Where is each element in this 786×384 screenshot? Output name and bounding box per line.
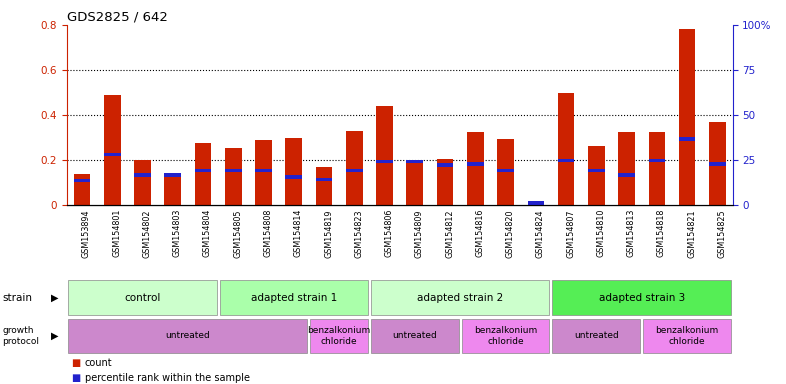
Bar [134, 161, 151, 205]
Text: count: count [85, 358, 112, 368]
Text: ▶: ▶ [51, 331, 59, 341]
Bar [553, 280, 731, 315]
Bar [195, 169, 211, 172]
Bar [467, 162, 483, 166]
Bar [679, 30, 696, 205]
Bar [255, 140, 272, 205]
Text: adapted strain 2: adapted strain 2 [417, 293, 503, 303]
Text: GSM154806: GSM154806 [384, 209, 394, 257]
Text: GSM154809: GSM154809 [415, 209, 424, 258]
Bar [195, 143, 211, 205]
Bar [346, 131, 362, 205]
Text: GSM154807: GSM154807 [566, 209, 575, 258]
Bar [104, 95, 120, 205]
Bar [74, 179, 90, 182]
Bar [316, 167, 332, 205]
Bar [679, 137, 696, 141]
Bar [498, 169, 514, 172]
Text: growth
protocol: growth protocol [2, 326, 39, 346]
Text: GSM154803: GSM154803 [173, 209, 182, 257]
Bar [709, 122, 725, 205]
Text: GSM154816: GSM154816 [476, 209, 484, 257]
Bar [255, 169, 272, 172]
Text: GSM154801: GSM154801 [112, 209, 121, 257]
Bar [285, 175, 302, 179]
Text: control: control [124, 293, 160, 303]
Text: GSM154820: GSM154820 [505, 209, 515, 258]
Text: GSM154821: GSM154821 [687, 209, 696, 258]
Text: GSM154812: GSM154812 [445, 209, 454, 258]
Bar [467, 132, 483, 205]
Text: GSM154819: GSM154819 [324, 209, 333, 258]
Bar [619, 132, 635, 205]
Bar [406, 160, 423, 163]
Text: GSM154810: GSM154810 [597, 209, 605, 257]
Bar [225, 169, 241, 172]
Bar [68, 319, 307, 353]
Text: GSM154824: GSM154824 [536, 209, 545, 258]
Text: benzalkonium
chloride: benzalkonium chloride [656, 326, 718, 346]
Bar [219, 280, 368, 315]
Text: benzalkonium
chloride: benzalkonium chloride [474, 326, 537, 346]
Text: untreated: untreated [574, 331, 619, 341]
Text: GSM154805: GSM154805 [233, 209, 242, 258]
Text: GSM154808: GSM154808 [263, 209, 273, 257]
Bar [527, 201, 544, 205]
Bar [437, 159, 454, 205]
Bar [68, 280, 217, 315]
Text: GSM154813: GSM154813 [626, 209, 636, 257]
Bar [134, 173, 151, 177]
Bar [558, 159, 575, 162]
Bar [619, 173, 635, 177]
Bar [371, 280, 549, 315]
Bar [376, 160, 393, 163]
Text: GSM154804: GSM154804 [203, 209, 212, 257]
Text: benzalkonium
chloride: benzalkonium chloride [307, 326, 371, 346]
Bar [648, 132, 665, 205]
Bar [498, 139, 514, 205]
Bar [709, 162, 725, 166]
Bar [406, 162, 423, 205]
Bar [437, 163, 454, 167]
Bar [558, 93, 575, 205]
Bar [310, 319, 368, 353]
Bar [225, 148, 241, 205]
Text: GSM154802: GSM154802 [142, 209, 152, 258]
Text: GSM154823: GSM154823 [354, 209, 363, 258]
Bar [74, 174, 90, 205]
Text: GSM154814: GSM154814 [294, 209, 303, 257]
Text: adapted strain 1: adapted strain 1 [251, 293, 337, 303]
Text: percentile rank within the sample: percentile rank within the sample [85, 372, 250, 383]
Bar [376, 106, 393, 205]
Text: GSM154818: GSM154818 [657, 209, 666, 257]
Bar [285, 138, 302, 205]
Text: GSM154825: GSM154825 [718, 209, 726, 258]
Text: GDS2825 / 642: GDS2825 / 642 [67, 11, 167, 24]
Bar [588, 169, 604, 172]
Bar [104, 153, 120, 157]
Bar [461, 319, 549, 353]
Text: ■: ■ [71, 358, 80, 368]
Bar [371, 319, 459, 353]
Text: untreated: untreated [166, 331, 210, 341]
Text: strain: strain [2, 293, 32, 303]
Bar [588, 146, 604, 205]
Text: GSM153894: GSM153894 [82, 209, 91, 258]
Bar [527, 201, 544, 205]
Text: ▶: ▶ [51, 293, 59, 303]
Text: ■: ■ [71, 372, 80, 383]
Bar [648, 159, 665, 162]
Bar [164, 174, 181, 205]
Bar [164, 173, 181, 177]
Text: untreated: untreated [392, 331, 437, 341]
Bar [643, 319, 731, 353]
Bar [553, 319, 641, 353]
Bar [316, 178, 332, 181]
Text: adapted strain 3: adapted strain 3 [599, 293, 685, 303]
Bar [346, 169, 362, 172]
